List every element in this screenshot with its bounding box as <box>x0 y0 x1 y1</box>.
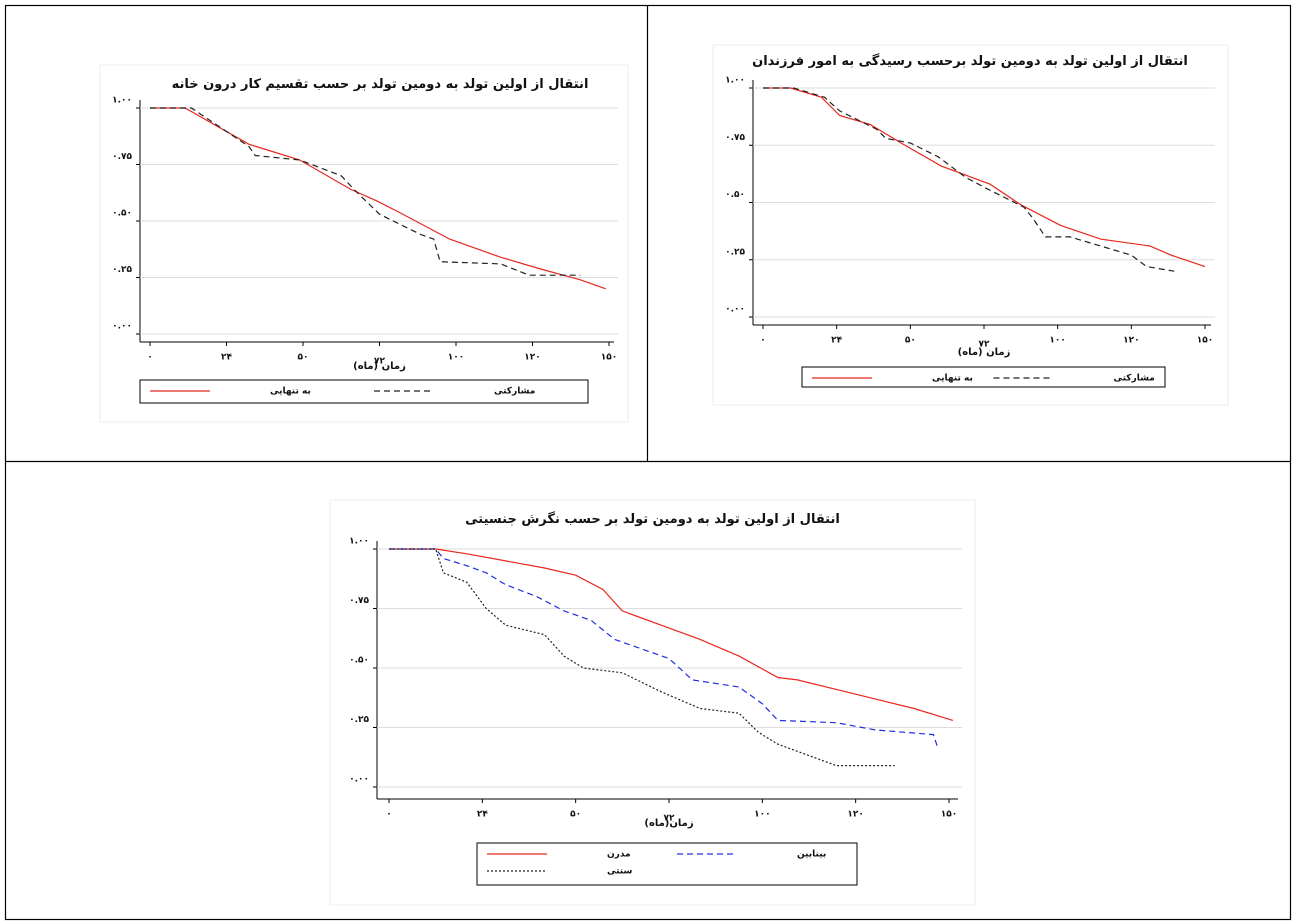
x-tick-label: ۵۰ <box>905 336 916 346</box>
y-tick-label: ۰.۷۵ <box>112 152 132 162</box>
y-tick-label: ۱.۰۰ <box>112 96 132 106</box>
y-tick-label: ۰.۲۵ <box>112 265 132 275</box>
x-axis-label: زمان (ماه) <box>353 361 406 372</box>
series-line <box>389 548 895 767</box>
legend-label: به تنهایی <box>270 387 311 397</box>
legend-label: مدرن <box>607 850 631 860</box>
legend-box <box>139 379 589 404</box>
x-tick-label: ۵۰ <box>298 353 309 363</box>
legend-box <box>476 842 858 886</box>
series-line <box>763 87 1206 268</box>
y-tick-label: ۱.۰۰ <box>725 76 745 86</box>
x-tick-label: ۱۰۰ <box>1049 336 1065 346</box>
y-tick-label: ۰.۰۰ <box>349 775 369 785</box>
x-tick-label: ۰ <box>760 336 766 346</box>
x-tick-label: ۲۴ <box>831 336 842 346</box>
x-tick-label: ۱۰۰ <box>754 810 770 820</box>
series-line <box>389 548 938 747</box>
legend-label: مشارکتی <box>494 387 535 397</box>
legend-label: به تنهایی <box>932 374 973 384</box>
x-tick-label: ۱۰۰ <box>448 353 464 363</box>
series-line <box>150 107 606 290</box>
x-tick-label: ۷۲ <box>664 814 675 824</box>
chart-panel <box>329 499 976 906</box>
legend-box <box>801 366 1166 388</box>
y-tick-label: ۰.۵۰ <box>349 656 369 666</box>
chart-panel <box>99 64 629 423</box>
legend-label: سنتی <box>607 867 632 877</box>
x-axis-label: زمان(ماه) <box>644 818 693 829</box>
chart-title: انتقال از اولین تولد به دومین تولد بر حس… <box>171 77 589 92</box>
x-tick-label: ۰ <box>147 353 153 363</box>
x-axis-label: زمان (ماه) <box>958 347 1011 358</box>
x-tick-label: ۱۲۰ <box>524 353 540 363</box>
series-line <box>150 107 581 276</box>
x-tick-label: ۲۴ <box>477 810 488 820</box>
x-tick-label: ۵۰ <box>570 810 581 820</box>
y-tick-label: ۰.۷۵ <box>349 596 369 606</box>
series-line <box>763 87 1175 272</box>
y-tick-label: ۰.۵۰ <box>112 209 132 219</box>
x-tick-label: ۲۴ <box>221 353 232 363</box>
x-tick-label: ۷۲ <box>979 340 990 350</box>
x-tick-label: ۱۵۰ <box>941 810 957 820</box>
x-tick-label: ۱۲۰ <box>847 810 863 820</box>
y-tick-label: ۱.۰۰ <box>349 537 369 547</box>
y-tick-label: ۰.۷۵ <box>725 133 745 143</box>
y-tick-label: ۰.۵۰ <box>725 190 745 200</box>
chart-panel <box>712 44 1229 406</box>
legend-label: بینابین <box>797 850 826 860</box>
y-tick-label: ۰.۲۵ <box>725 247 745 257</box>
x-tick-label: ۱۲۰ <box>1123 336 1139 346</box>
x-tick-label: ۱۵۰ <box>1197 336 1213 346</box>
series-line <box>389 548 954 721</box>
x-tick-label: ۱۵۰ <box>601 353 617 363</box>
chart-title: انتقال از اولین تولد به دومین تولد بر حس… <box>465 512 840 527</box>
x-tick-label: ۰ <box>386 810 392 820</box>
y-tick-label: ۰.۰۰ <box>725 305 745 315</box>
legend-label: مشارکتی <box>1114 374 1155 384</box>
x-tick-label: ۷۲ <box>374 357 385 367</box>
y-tick-label: ۰.۰۰ <box>112 322 132 332</box>
y-tick-label: ۰.۲۵ <box>349 715 369 725</box>
chart-title: انتقال از اولین تولد به دومین تولد برحسب… <box>752 54 1188 69</box>
